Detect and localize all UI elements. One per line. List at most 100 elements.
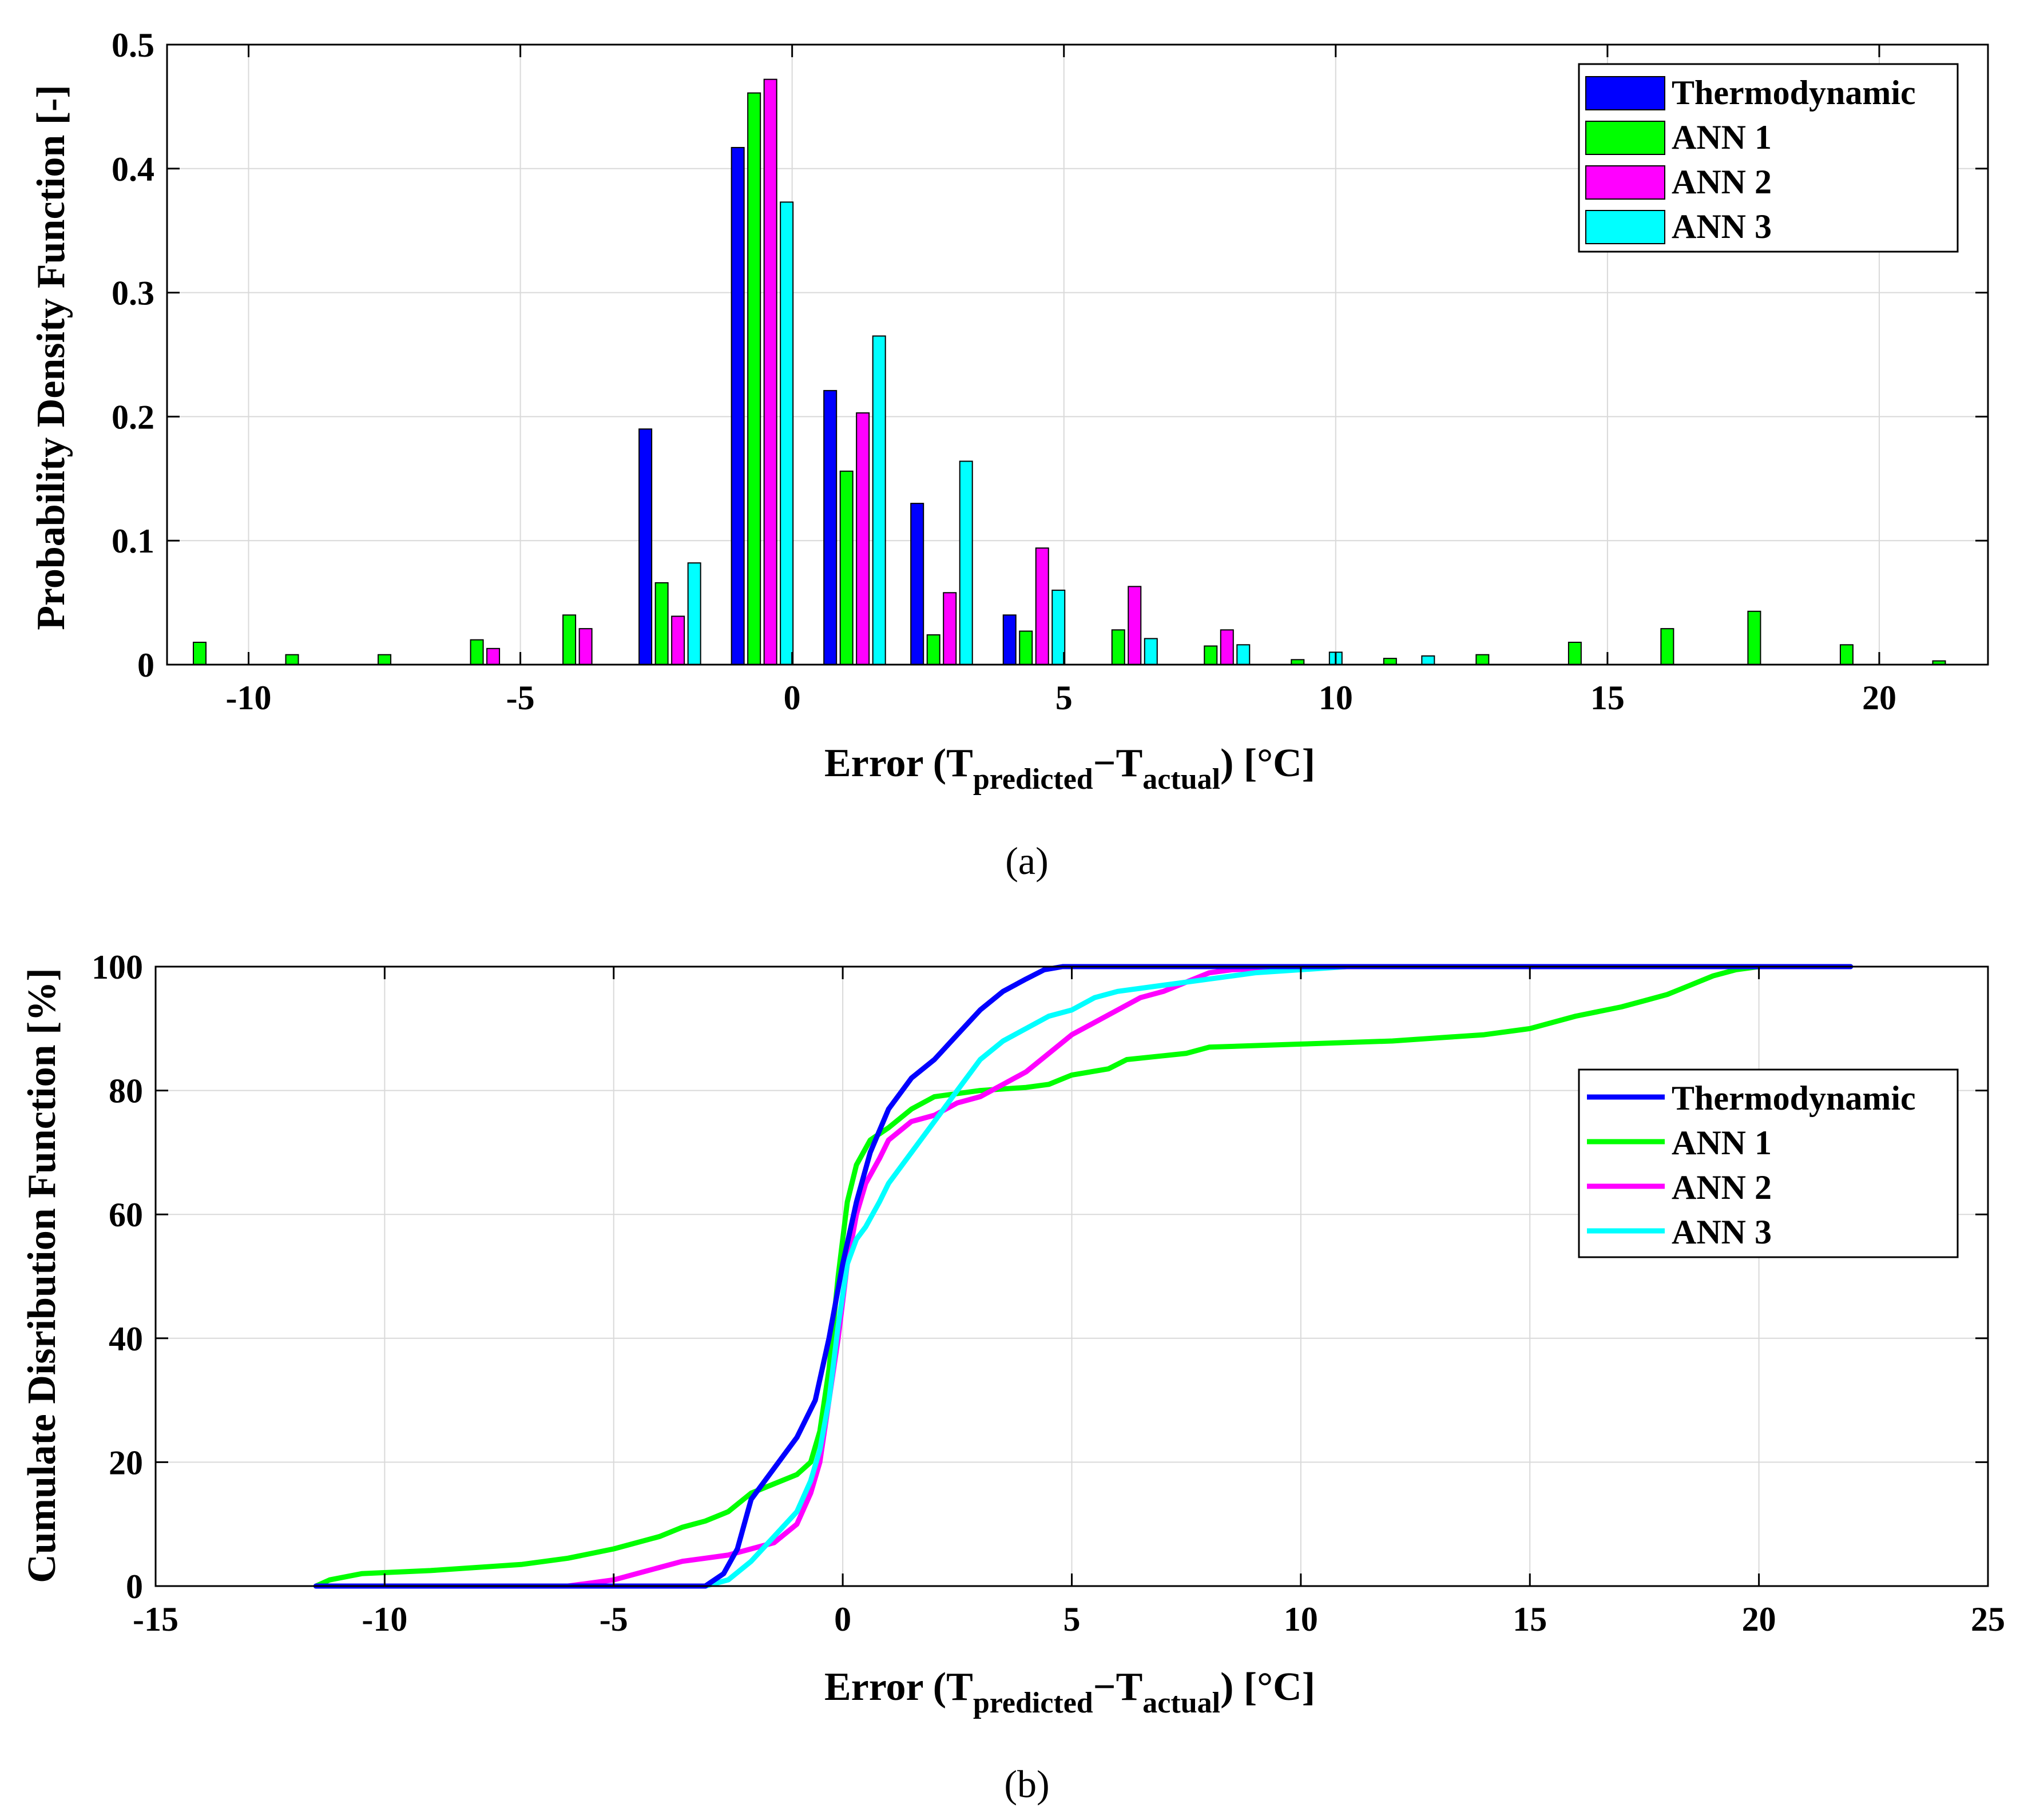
bar-ann-3 <box>1051 589 1066 666</box>
x-tick-label: -5 <box>600 1600 628 1638</box>
xlabel-sub-predicted: predicted <box>973 1687 1093 1719</box>
bar-ann-1 <box>285 654 299 666</box>
legend-swatch <box>1585 76 1665 110</box>
bar-ann-2 <box>486 647 501 666</box>
y-tick-label: 100 <box>92 948 143 986</box>
legend-label: Thermodynamic <box>1672 1079 1916 1117</box>
bar-ann-1 <box>1747 610 1761 665</box>
legend-swatch <box>1585 210 1665 244</box>
y-tick-label: 20 <box>109 1444 143 1481</box>
xlabel-mid: −T <box>1093 1665 1143 1709</box>
xlabel-main: Error (T <box>824 741 973 785</box>
bar-ann-1 <box>926 634 940 666</box>
panel-b-ticks <box>154 965 1989 1587</box>
y-tick-label: 0 <box>126 1568 143 1606</box>
panel-b-lines <box>313 964 1854 1589</box>
x-tick-label: 5 <box>1063 1600 1081 1638</box>
panel-a-ticks <box>167 43 1988 666</box>
bar-ann-1 <box>1567 641 1582 665</box>
bar-ann-1 <box>839 470 854 665</box>
xlabel-main: Error (T <box>824 1665 973 1709</box>
bar-ann-1 <box>654 582 669 665</box>
y-tick-label: 0.3 <box>112 275 154 312</box>
bar-ann-1 <box>1475 654 1490 666</box>
y-tick-label: 0.1 <box>112 522 154 560</box>
xlabel-end: ) [°C] <box>1220 741 1315 785</box>
y-tick-label: 40 <box>109 1320 143 1358</box>
bar-ann-3 <box>687 562 701 665</box>
x-tick-label: 5 <box>1055 679 1073 717</box>
panel-b-tick-labels: -15 -10 -5 0 5 10 15 20 25 0 20 40 60 80 100 <box>92 948 2005 1638</box>
bar-ann-2 <box>1035 547 1049 666</box>
legend-label: Thermodynamic <box>1672 74 1916 112</box>
panel-b-caption: (b) <box>1004 1762 1049 1806</box>
bar-ann-1 <box>378 654 392 666</box>
bar-ann-3 <box>780 201 794 665</box>
x-tick-label: 0 <box>784 679 801 717</box>
legend-label: ANN 1 <box>1672 118 1772 156</box>
bar-ann-1 <box>1111 629 1125 666</box>
bar-ann-2 <box>856 412 870 665</box>
y-tick-label: 80 <box>109 1072 143 1110</box>
x-tick-label: -15 <box>133 1600 178 1638</box>
panel-b-legend: Thermodynamic ANN 1 ANN 2 ANN 3 <box>1578 1068 1959 1258</box>
legend-label: ANN 1 <box>1672 1124 1772 1162</box>
bar-ann-3 <box>1236 644 1251 666</box>
bar-ann-2 <box>578 628 593 666</box>
panel-b-grid <box>155 966 1989 1587</box>
x-tick-label: 20 <box>1862 679 1896 717</box>
line-ann-2 <box>313 964 1854 1589</box>
panel-b-x-axis-label: Error (Tpredicted−Tactual) [°C] <box>824 1665 1315 1719</box>
panel-a-caption: (a) <box>1005 839 1048 883</box>
y-tick-label: 0.2 <box>112 398 154 436</box>
bar-ann-1 <box>470 639 484 666</box>
bar-ann-2 <box>763 78 777 666</box>
x-tick-label: 15 <box>1590 679 1625 717</box>
bar-ann-1 <box>1019 630 1033 665</box>
bar-ann-1 <box>1660 628 1674 666</box>
legend-box <box>1578 1068 1959 1258</box>
legend-label: ANN 3 <box>1672 208 1772 245</box>
bar-ann-3 <box>959 460 973 665</box>
xlabel-sub-predicted: predicted <box>973 763 1093 796</box>
bar-thermodynamic <box>638 428 653 666</box>
line-ann-3 <box>313 964 1854 1589</box>
x-tick-label: -10 <box>226 679 272 717</box>
line-thermodynamic <box>313 964 1854 1589</box>
xlabel-mid: −T <box>1093 741 1143 785</box>
xlabel-sub-actual: actual <box>1142 1687 1220 1719</box>
panel-a-pdf-chart: -10 -5 0 5 10 15 20 0 0.1 0.2 0.3 0.4 0.5 Probabilit… <box>29 26 1989 883</box>
x-tick-label: 25 <box>1971 1600 2005 1638</box>
panel-b-y-axis-label: Cumulate Disribution Function [%] <box>20 968 64 1583</box>
panel-b-cdf-chart: -15 -10 -5 0 5 10 15 20 25 0 20 40 60 80 100 Cumulate … <box>20 948 2005 1806</box>
legend-label: ANN 2 <box>1672 1169 1772 1206</box>
bar-ann-3 <box>1421 655 1435 665</box>
panel-a-x-axis-label: Error (Tpredicted−Tactual) [°C] <box>824 741 1315 796</box>
panel-a-legend: Thermodynamic ANN 1 ANN 2 ANN 3 <box>1578 63 1959 253</box>
legend-label: ANN 2 <box>1672 163 1772 201</box>
bar-thermodynamic <box>1002 614 1017 666</box>
y-tick-label: 0.5 <box>112 26 154 64</box>
bar-ann-2 <box>1128 586 1142 666</box>
panel-a-y-axis-label: Probability Density Function [-] <box>29 85 73 630</box>
x-tick-label: 10 <box>1319 679 1353 717</box>
bar-ann-1 <box>1204 645 1218 665</box>
bar-ann-2 <box>943 592 957 665</box>
xlabel-end: ) [°C] <box>1220 1665 1315 1709</box>
bar-thermodynamic <box>731 146 745 666</box>
bar-ann-1 <box>193 641 207 665</box>
bar-thermodynamic <box>910 503 924 665</box>
bar-ann-1 <box>747 92 761 665</box>
x-tick-label: -10 <box>362 1600 407 1638</box>
y-tick-label: 0.4 <box>112 150 154 188</box>
legend-swatch <box>1585 165 1665 200</box>
y-tick-label: 60 <box>109 1196 143 1234</box>
legend-swatch <box>1585 121 1665 155</box>
bar-ann-3 <box>872 335 886 665</box>
bar-ann-1 <box>1383 658 1397 666</box>
bar-ann-1 <box>1839 644 1854 666</box>
x-tick-label: 20 <box>1742 1600 1776 1638</box>
line-ann-1 <box>313 964 1854 1589</box>
x-tick-label: 15 <box>1513 1600 1547 1638</box>
